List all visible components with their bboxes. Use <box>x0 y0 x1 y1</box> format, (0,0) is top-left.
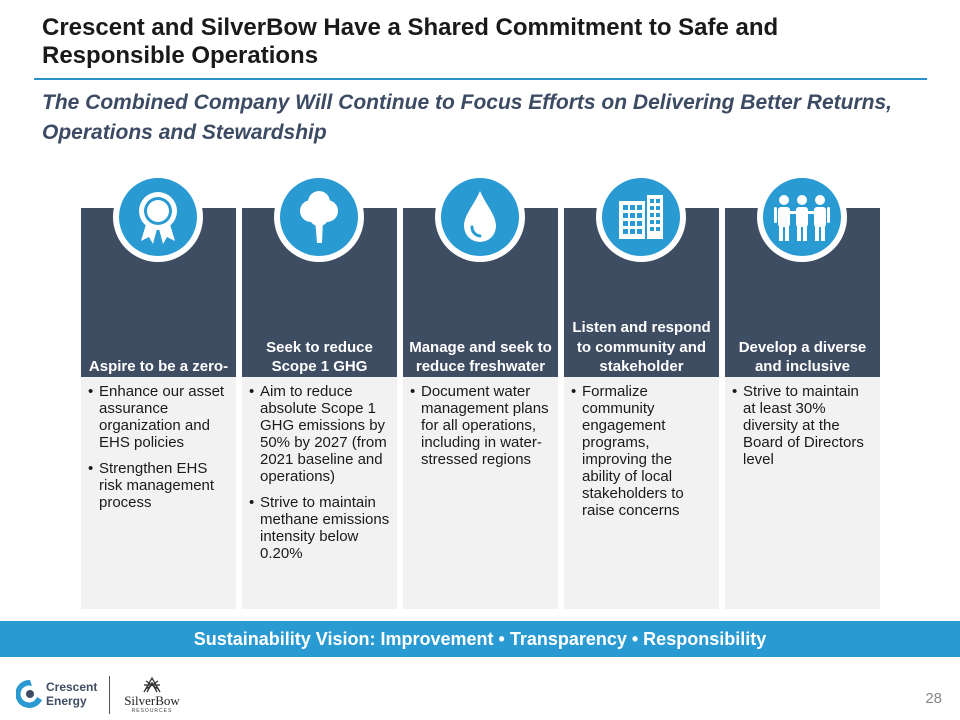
crescent-energy-logo: Crescent Energy <box>16 676 106 714</box>
icon-badge <box>113 172 203 262</box>
commitment-column-water: Manage and seek to reduce freshwater use… <box>403 172 558 609</box>
bullet-item: • Formalize community engagement programs… <box>571 383 684 519</box>
logo-divider <box>109 676 110 714</box>
commitment-column-safety: Aspire to be a zero-incident workplace •… <box>81 172 236 609</box>
crescent-logo-icon <box>16 679 42 708</box>
title-divider <box>34 78 927 80</box>
icon-badge <box>757 172 847 262</box>
bullet-item: • Strive to maintain methane emissions in… <box>249 494 390 562</box>
bullet-item: • Document water management plans for all… <box>410 383 549 468</box>
commitment-column-community: Listen and respond to community and stak… <box>564 172 719 609</box>
icon-badge <box>274 172 364 262</box>
building-icon <box>619 195 663 239</box>
silverbow-logo-tagline: RESOURCES <box>131 708 173 714</box>
bullet-item: • Strengthen EHS risk management process <box>88 460 215 511</box>
column-heading: Manage and seek to reduce freshwater use <box>409 338 552 395</box>
column-body: • Enhance our asset assurance organizatio… <box>81 377 236 609</box>
column-header: Manage and seek to reduce freshwater use <box>403 208 558 404</box>
slide-title: Crescent and SilverBow Have a Shared Com… <box>42 14 779 69</box>
commitment-column-emissions: Seek to reduce Scope 1 GHG emissions •Ai… <box>242 172 397 609</box>
water-drop-icon <box>464 191 496 242</box>
award-ribbon-icon <box>139 192 177 244</box>
tree-icon <box>300 191 338 243</box>
silverbow-logo: SilverBow RESOURCES <box>116 674 188 718</box>
commitment-columns: Aspire to be a zero-incident workplace •… <box>81 172 881 609</box>
bullet-item: • Enhance our asset assurance organizatio… <box>88 383 225 451</box>
bullet-item: • Aim to reduce absolute Scope 1 GHG emis… <box>249 383 387 485</box>
people-group-icon <box>774 195 830 241</box>
column-body: • Formalize community engagement programs… <box>564 377 719 609</box>
crescent-logo-text: Crescent Energy <box>46 680 98 708</box>
column-body: • Document water management plans for all… <box>403 377 558 609</box>
commitment-column-diversity: Develop a diverse and inclusive environm… <box>725 172 880 609</box>
bullet-item: • Strive to maintain at least 30% diversi… <box>732 383 864 468</box>
page-number: 28 <box>925 690 942 707</box>
slide-subtitle: The Combined Company Will Continue to Fo… <box>42 91 892 144</box>
column-body: • Aim to reduce absolute Scope 1 GHG emis… <box>242 377 397 609</box>
icon-badge <box>596 172 686 262</box>
sustainability-banner: Sustainability Vision: Improvement • Tra… <box>0 621 960 657</box>
icon-badge <box>435 172 525 262</box>
column-body: • Strive to maintain at least 30% diversi… <box>725 377 880 609</box>
silverbow-logo-text: SilverBow <box>124 693 180 708</box>
silverbow-logo-icon <box>143 676 161 693</box>
